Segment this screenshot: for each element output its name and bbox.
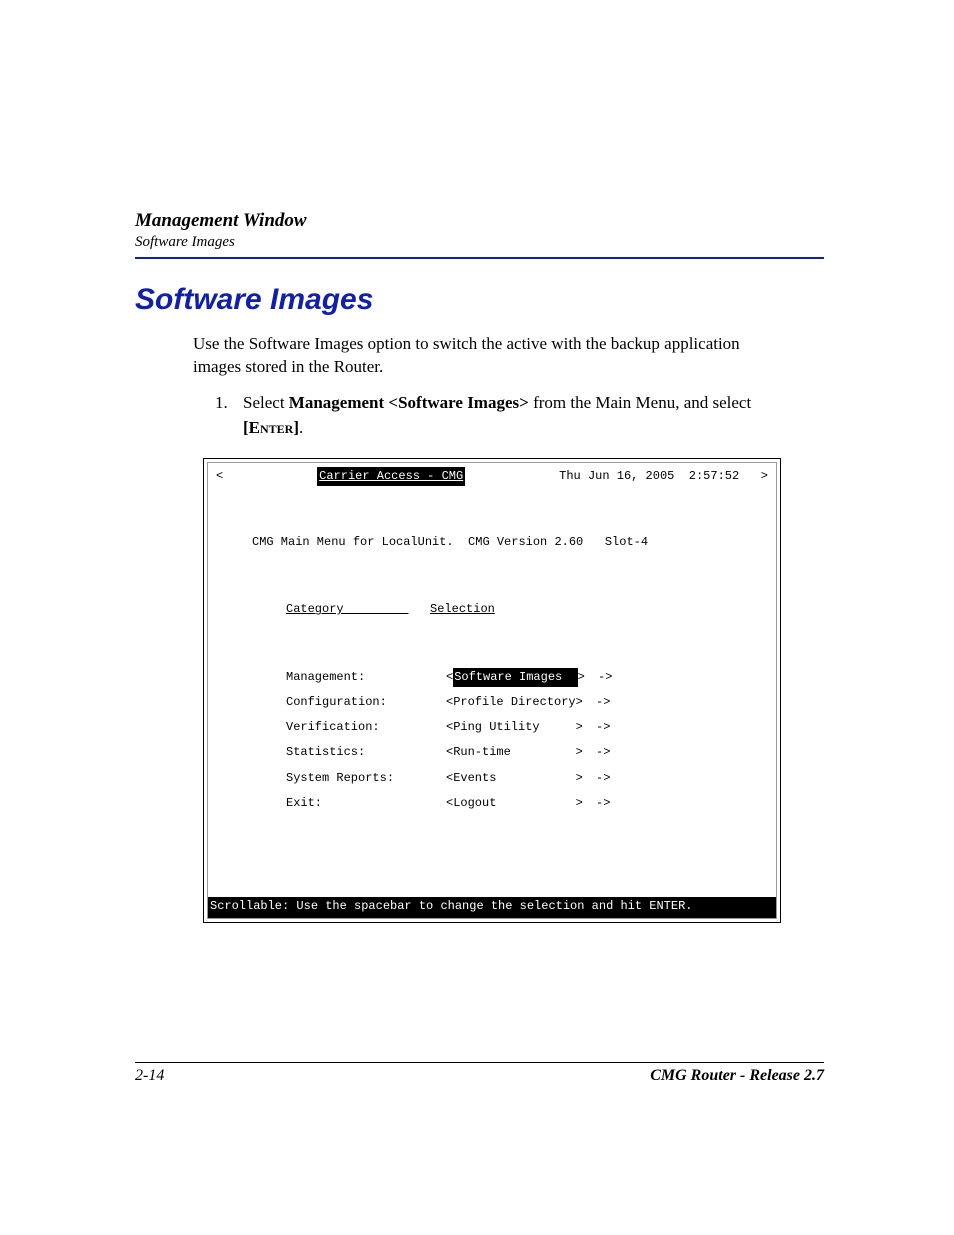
step-bold: Management <Software Images> <box>289 393 529 412</box>
header-title: Management Window <box>135 210 824 232</box>
selection-value: Run-time <box>453 743 575 762</box>
selection-value: Ping Utility <box>453 718 575 737</box>
menu-row[interactable]: Exit:<Logout > -> <box>286 794 768 819</box>
arrow-icon: -> <box>585 668 613 687</box>
menu-category: Configuration: <box>286 693 446 712</box>
footer-rule <box>135 1062 824 1063</box>
arrow-icon: -> <box>583 769 611 788</box>
step-text: Select Management <Software Images> from… <box>243 391 775 440</box>
page: Management Window Software Images Softwa… <box>0 0 954 1235</box>
datetime-text: Thu Jun 16, 2005 2:57:52 <box>559 469 739 483</box>
step-list: 1. Select Management <Software Images> f… <box>215 391 775 440</box>
terminal-title: Carrier Access - CMG <box>317 467 465 486</box>
col-header-selection: Selection <box>430 602 495 616</box>
terminal-subtitle: CMG Main Menu for LocalUnit. CMG Version… <box>216 527 768 562</box>
menu-selection[interactable]: <Ping Utility > -> <box>446 718 610 737</box>
page-number: 2-14 <box>135 1067 164 1085</box>
key-text: Enter <box>249 418 294 437</box>
terminal-menu-rows: Management:<Software Images > ->Configur… <box>216 668 768 819</box>
selection-close-bracket: > <box>576 743 583 762</box>
selection-open-bracket: < <box>446 769 453 788</box>
terminal-datetime: Thu Jun 16, 2005 2:57:52 > <box>559 467 768 486</box>
terminal-column-headers: Category Selection <box>216 600 768 629</box>
terminal-footer-hint: Scrollable: Use the spacebar to change t… <box>208 897 776 917</box>
menu-category: Verification: <box>286 718 446 737</box>
step-tail: . <box>299 418 303 437</box>
selection-close-bracket: > <box>576 794 583 813</box>
terminal-inner: < Carrier Access - CMG Thu Jun 16, 2005 … <box>207 462 777 918</box>
menu-row[interactable]: Configuration:<Profile Directory> -> <box>286 693 768 718</box>
menu-selection[interactable]: <Run-time > -> <box>446 743 610 762</box>
selection-value: Events <box>453 769 575 788</box>
selection-value: Software Images <box>453 668 577 687</box>
selection-open-bracket: < <box>446 743 453 762</box>
selection-close-bracket: > <box>576 718 583 737</box>
selection-open-bracket: < <box>446 668 453 687</box>
footer-row: 2-14 CMG Router - Release 2.7 <box>135 1067 824 1085</box>
page-header: Management Window Software Images <box>135 210 824 251</box>
selection-open-bracket: < <box>446 693 453 712</box>
step-number: 1. <box>215 391 243 440</box>
step-prefix: Select <box>243 393 289 412</box>
scroll-right-indicator: > <box>761 469 768 483</box>
menu-row[interactable]: Verification:<Ping Utility > -> <box>286 718 768 743</box>
arrow-icon: -> <box>583 718 611 737</box>
product-label: CMG Router - Release 2.7 <box>650 1067 824 1085</box>
menu-category: Statistics: <box>286 743 446 762</box>
menu-category: Management: <box>286 668 446 687</box>
menu-selection[interactable]: <Software Images > -> <box>446 668 612 687</box>
page-footer: 2-14 CMG Router - Release 2.7 <box>135 1062 824 1085</box>
menu-row[interactable]: System Reports:<Events > -> <box>286 769 768 794</box>
selection-value: Profile Directory <box>453 693 575 712</box>
terminal-top-row: < Carrier Access - CMG Thu Jun 16, 2005 … <box>208 463 776 488</box>
terminal-body: CMG Main Menu for LocalUnit. CMG Version… <box>208 488 776 857</box>
col-header-category: Category <box>286 602 408 616</box>
step-mid: from the Main Menu, and select <box>529 393 751 412</box>
intro-paragraph: Use the Software Images option to switch… <box>193 333 763 379</box>
selection-open-bracket: < <box>446 794 453 813</box>
menu-row[interactable]: Management:<Software Images > -> <box>286 668 768 693</box>
menu-category: System Reports: <box>286 769 446 788</box>
menu-selection[interactable]: <Logout > -> <box>446 794 610 813</box>
arrow-icon: -> <box>583 743 611 762</box>
terminal-screenshot: < Carrier Access - CMG Thu Jun 16, 2005 … <box>203 458 781 922</box>
header-rule <box>135 257 824 259</box>
selection-close-bracket: > <box>578 668 585 687</box>
arrow-icon: -> <box>583 693 611 712</box>
selection-value: Logout <box>453 794 575 813</box>
menu-category: Exit: <box>286 794 446 813</box>
selection-close-bracket: > <box>576 769 583 788</box>
menu-selection[interactable]: <Profile Directory> -> <box>446 693 610 712</box>
selection-close-bracket: > <box>576 693 583 712</box>
header-subtitle: Software Images <box>135 234 824 251</box>
step-item: 1. Select Management <Software Images> f… <box>215 391 775 440</box>
selection-open-bracket: < <box>446 718 453 737</box>
menu-row[interactable]: Statistics:<Run-time > -> <box>286 743 768 768</box>
menu-selection[interactable]: <Events > -> <box>446 769 610 788</box>
arrow-icon: -> <box>583 794 611 813</box>
scroll-left-indicator: < <box>216 467 223 486</box>
section-title: Software Images <box>135 283 824 317</box>
